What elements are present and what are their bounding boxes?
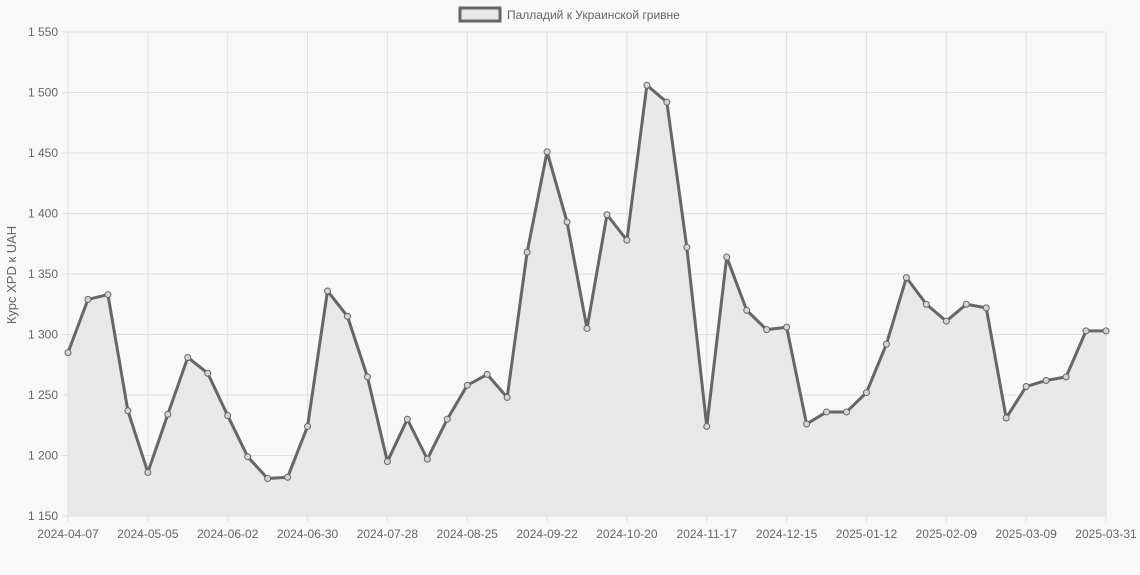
y-tick-label: 1 150 — [28, 509, 58, 523]
x-tick-label: 2024-05-05 — [117, 527, 179, 541]
data-point[interactable] — [902, 274, 910, 282]
data-point[interactable] — [982, 304, 990, 312]
data-point[interactable] — [703, 422, 711, 430]
data-point[interactable] — [144, 468, 152, 476]
y-tick-label: 1 300 — [28, 328, 58, 342]
data-point[interactable] — [563, 218, 571, 226]
data-point[interactable] — [423, 455, 431, 463]
x-tick-label: 2024-04-07 — [37, 527, 99, 541]
data-point[interactable] — [224, 412, 232, 420]
data-point[interactable] — [1022, 383, 1030, 391]
data-point[interactable] — [363, 373, 371, 381]
y-tick-label: 1 250 — [28, 388, 58, 402]
legend-swatch[interactable] — [458, 6, 502, 23]
data-point[interactable] — [643, 81, 651, 89]
data-point[interactable] — [583, 324, 591, 332]
data-point[interactable] — [843, 408, 850, 416]
x-tick-label: 2024-09-22 — [516, 527, 578, 541]
data-point[interactable] — [942, 317, 950, 325]
series-points — [64, 81, 1110, 482]
data-point[interactable] — [443, 415, 451, 423]
data-point[interactable] — [164, 410, 172, 418]
data-point[interactable] — [1042, 376, 1050, 384]
data-point[interactable] — [962, 300, 970, 308]
x-tick-label: 2024-08-25 — [437, 527, 499, 541]
data-point[interactable] — [783, 323, 791, 331]
data-point[interactable] — [343, 312, 351, 320]
x-tick-label: 2024-06-02 — [197, 527, 259, 541]
data-point[interactable] — [1002, 414, 1010, 422]
x-tick-label: 2025-01-12 — [836, 527, 898, 541]
x-tick-label: 2025-02-09 — [916, 527, 978, 541]
data-point[interactable] — [623, 236, 631, 244]
data-point[interactable] — [284, 473, 292, 481]
data-point[interactable] — [124, 407, 132, 415]
data-point[interactable] — [1062, 373, 1070, 381]
x-tick-label: 2024-10-20 — [596, 527, 658, 541]
data-point[interactable] — [603, 211, 611, 219]
y-tick-label: 1 350 — [28, 267, 58, 281]
series-area-fill — [68, 85, 1106, 517]
data-point[interactable] — [663, 98, 671, 106]
legend-label[interactable]: Палладий к Украинской гривне — [507, 8, 680, 22]
y-tick-label: 1 200 — [28, 449, 58, 463]
legend[interactable]: Палладий к Украинской гривне — [458, 6, 680, 23]
y-tick-label: 1 450 — [28, 146, 58, 160]
y-tick-label: 1 500 — [28, 86, 58, 100]
y-axis-ticks: 1 150 1 200 1 250 1 300 1 350 1 400 1 450 1 500… — [28, 25, 58, 523]
x-tick-label: 2024-11-17 — [677, 527, 738, 541]
x-axis-ticks: 2024-04-07 2024-05-05 2024-06-02 2024-06-30… — [37, 527, 1137, 541]
data-point[interactable] — [324, 287, 331, 295]
x-tick-label: 2024-12-15 — [756, 527, 818, 541]
x-tick-label: 2024-06-30 — [277, 527, 339, 541]
data-point[interactable] — [383, 458, 391, 466]
data-point[interactable] — [1082, 327, 1090, 335]
data-point[interactable] — [1102, 327, 1110, 335]
x-tick-label: 2025-03-09 — [995, 527, 1057, 541]
data-point[interactable] — [922, 300, 930, 308]
data-point[interactable] — [264, 474, 272, 482]
data-point[interactable] — [463, 381, 471, 389]
data-point[interactable] — [543, 148, 551, 156]
y-tick-label: 1 550 — [28, 25, 58, 39]
data-point[interactable] — [104, 291, 112, 299]
x-tick-label: 2024-07-28 — [357, 527, 419, 541]
data-point[interactable] — [523, 248, 531, 256]
data-point[interactable] — [503, 393, 511, 401]
data-point[interactable] — [64, 349, 72, 357]
x-tick-label: 2025-03-31 — [1075, 527, 1137, 541]
data-point[interactable] — [862, 389, 870, 397]
data-point[interactable] — [304, 422, 312, 430]
data-point[interactable] — [683, 243, 691, 251]
data-point[interactable] — [84, 295, 92, 303]
data-point[interactable] — [184, 353, 192, 361]
data-point[interactable] — [823, 408, 831, 416]
data-point[interactable] — [743, 306, 751, 314]
data-point[interactable] — [803, 420, 811, 428]
y-axis-label: Курс XPD к UAH — [4, 226, 19, 324]
data-point[interactable] — [483, 370, 491, 378]
data-point[interactable] — [403, 415, 411, 423]
data-point[interactable] — [763, 326, 771, 334]
data-point[interactable] — [204, 369, 212, 377]
data-point[interactable] — [882, 340, 890, 348]
data-point[interactable] — [244, 453, 252, 461]
y-tick-label: 1 400 — [28, 207, 58, 221]
data-point[interactable] — [723, 253, 731, 261]
